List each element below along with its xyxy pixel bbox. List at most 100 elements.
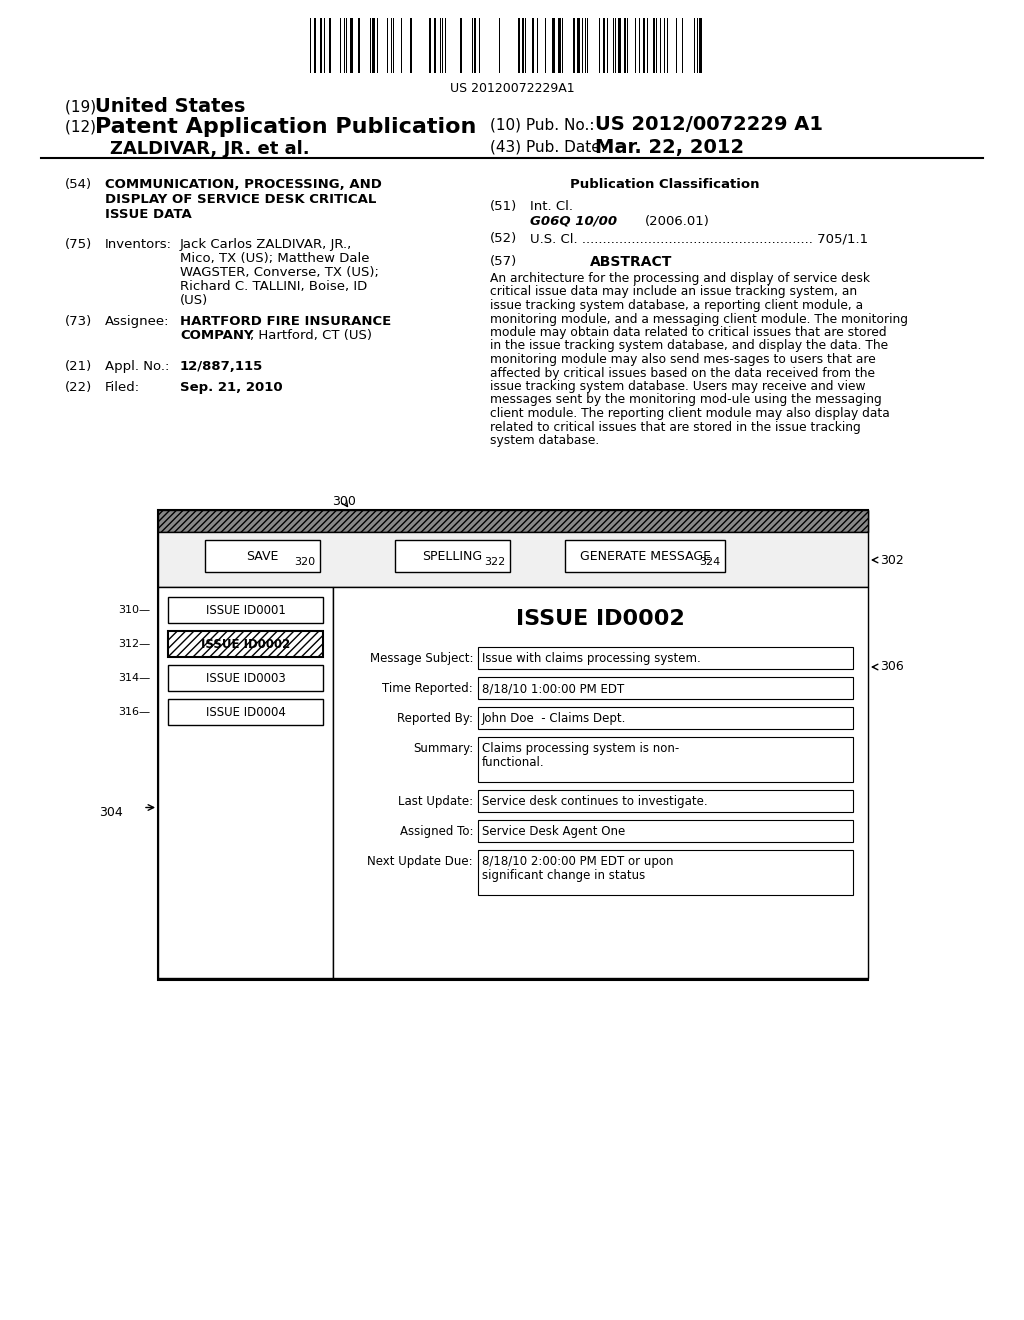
Bar xyxy=(158,510,868,532)
Text: in the issue tracking system database, and display the data. The: in the issue tracking system database, a… xyxy=(490,339,888,352)
Text: Time Reported:: Time Reported: xyxy=(382,682,473,696)
Text: Mico, TX (US); Matthew Dale: Mico, TX (US); Matthew Dale xyxy=(180,252,370,265)
Bar xyxy=(573,18,575,73)
Text: Service Desk Agent One: Service Desk Agent One xyxy=(482,825,626,838)
Text: An architecture for the processing and display of service desk: An architecture for the processing and d… xyxy=(490,272,870,285)
Text: significant change in status: significant change in status xyxy=(482,869,645,882)
Text: Assignee:: Assignee: xyxy=(105,315,170,327)
Text: Claims processing system is non-: Claims processing system is non- xyxy=(482,742,679,755)
Text: ABSTRACT: ABSTRACT xyxy=(590,255,673,269)
Text: 314—: 314— xyxy=(118,673,150,682)
Text: Next Update Due:: Next Update Due: xyxy=(368,855,473,869)
Bar xyxy=(319,18,322,73)
Text: , Hartford, CT (US): , Hartford, CT (US) xyxy=(250,329,372,342)
Text: 304: 304 xyxy=(99,807,123,818)
Text: Richard C. TALLINI, Boise, ID: Richard C. TALLINI, Boise, ID xyxy=(180,280,368,293)
Text: 316—: 316— xyxy=(118,708,150,717)
Text: 320: 320 xyxy=(294,557,315,568)
Text: Reported By:: Reported By: xyxy=(397,711,473,725)
Text: client module. The reporting client module may also display data: client module. The reporting client modu… xyxy=(490,407,890,420)
Text: (52): (52) xyxy=(490,232,517,246)
Bar xyxy=(518,18,520,73)
Text: 322: 322 xyxy=(483,557,505,568)
Bar xyxy=(429,18,431,73)
Text: United States: United States xyxy=(95,96,246,116)
Bar xyxy=(478,789,853,812)
Text: messages sent by the monitoring mod-ule using the messaging: messages sent by the monitoring mod-ule … xyxy=(490,393,882,407)
Bar xyxy=(333,587,868,978)
Text: ISSUE ID0002: ISSUE ID0002 xyxy=(516,609,685,630)
Text: Mar. 22, 2012: Mar. 22, 2012 xyxy=(595,139,744,157)
Text: ZALDIVAR, JR. et al.: ZALDIVAR, JR. et al. xyxy=(110,140,309,158)
Bar xyxy=(158,587,333,978)
Bar xyxy=(474,18,476,73)
Bar xyxy=(624,18,626,73)
Text: issue tracking system database, a reporting client module, a: issue tracking system database, a report… xyxy=(490,300,863,312)
Text: related to critical issues that are stored in the issue tracking: related to critical issues that are stor… xyxy=(490,421,861,433)
Bar xyxy=(410,18,412,73)
Text: Summary:: Summary: xyxy=(413,742,473,755)
Bar xyxy=(643,18,645,73)
Text: SAVE: SAVE xyxy=(247,550,279,564)
Text: affected by critical issues based on the data received from the: affected by critical issues based on the… xyxy=(490,367,874,380)
Text: 324: 324 xyxy=(698,557,720,568)
Text: GENERATE MESSAGE: GENERATE MESSAGE xyxy=(580,550,711,564)
Bar xyxy=(350,18,353,73)
Bar xyxy=(158,532,868,587)
Text: (US): (US) xyxy=(180,294,208,308)
Text: ISSUE ID0003: ISSUE ID0003 xyxy=(206,672,286,685)
Bar xyxy=(372,18,375,73)
Text: G06Q 10/00: G06Q 10/00 xyxy=(530,215,617,228)
Text: Patent Application Publication: Patent Application Publication xyxy=(95,117,476,137)
Bar xyxy=(168,597,323,623)
Text: Last Update:: Last Update: xyxy=(398,795,473,808)
Text: issue tracking system database. Users may receive and view: issue tracking system database. Users ma… xyxy=(490,380,865,393)
Bar xyxy=(205,540,319,572)
Bar xyxy=(478,820,853,842)
Bar xyxy=(552,18,555,73)
Text: ISSUE ID0002: ISSUE ID0002 xyxy=(201,638,290,651)
Bar xyxy=(158,510,868,979)
Bar xyxy=(314,18,316,73)
Text: 310—: 310— xyxy=(118,605,150,615)
Text: 306: 306 xyxy=(880,660,904,673)
Text: ISSUE DATA: ISSUE DATA xyxy=(105,209,191,220)
Bar xyxy=(162,517,180,528)
Bar xyxy=(329,18,331,73)
Text: critical issue data may include an issue tracking system, an: critical issue data may include an issue… xyxy=(490,285,857,298)
Bar xyxy=(828,517,846,528)
Bar xyxy=(478,737,853,781)
Bar xyxy=(168,700,323,725)
Bar xyxy=(358,18,360,73)
Text: functional.: functional. xyxy=(482,756,545,770)
Text: (21): (21) xyxy=(65,360,92,374)
Text: (57): (57) xyxy=(490,255,517,268)
Bar xyxy=(848,517,866,528)
Text: Jack Carlos ZALDIVAR, JR.,: Jack Carlos ZALDIVAR, JR., xyxy=(180,238,352,251)
Text: Issue with claims processing system.: Issue with claims processing system. xyxy=(482,652,700,665)
Text: WAGSTER, Converse, TX (US);: WAGSTER, Converse, TX (US); xyxy=(180,267,379,279)
Bar xyxy=(558,18,561,73)
Bar xyxy=(603,18,605,73)
Text: module may obtain data related to critical issues that are stored: module may obtain data related to critic… xyxy=(490,326,887,339)
Text: (73): (73) xyxy=(65,315,92,327)
Text: (19): (19) xyxy=(65,100,101,115)
Text: 12/887,115: 12/887,115 xyxy=(180,360,263,374)
Text: ISSUE ID0001: ISSUE ID0001 xyxy=(206,603,286,616)
Text: 312—: 312— xyxy=(118,639,150,649)
Text: Appl. No.:: Appl. No.: xyxy=(105,360,169,374)
Text: DISPLAY OF SERVICE DESK CRITICAL: DISPLAY OF SERVICE DESK CRITICAL xyxy=(105,193,377,206)
Text: Int. Cl.: Int. Cl. xyxy=(530,201,573,213)
Text: 8/18/10 1:00:00 PM EDT: 8/18/10 1:00:00 PM EDT xyxy=(482,682,625,696)
Bar xyxy=(653,18,655,73)
Text: (54): (54) xyxy=(65,178,92,191)
Text: Message Subject:: Message Subject: xyxy=(370,652,473,665)
Bar xyxy=(577,18,580,73)
Text: US 20120072229A1: US 20120072229A1 xyxy=(450,82,574,95)
Text: monitoring module may also send mes-sages to users that are: monitoring module may also send mes-sage… xyxy=(490,352,876,366)
Bar xyxy=(618,18,621,73)
Text: (2006.01): (2006.01) xyxy=(645,215,710,228)
Text: Publication Classification: Publication Classification xyxy=(570,178,760,191)
Text: U.S. Cl. ........................................................ 705/1.1: U.S. Cl. ...............................… xyxy=(530,232,868,246)
Text: (51): (51) xyxy=(490,201,517,213)
